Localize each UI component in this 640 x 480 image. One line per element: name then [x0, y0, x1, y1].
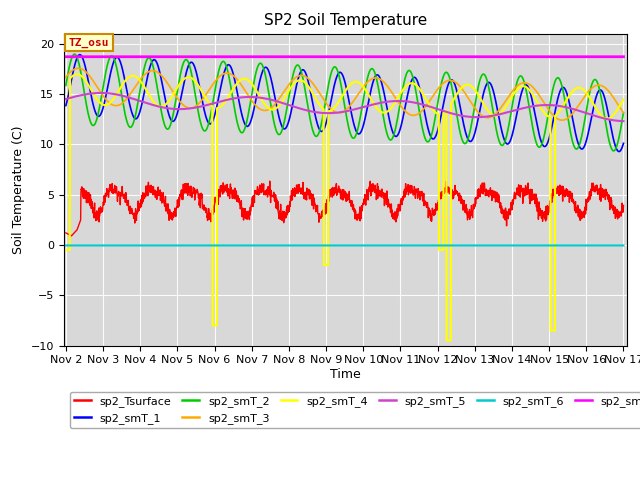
sp2_smT_1 — [333, 72, 341, 78]
sp2_Tsurface — [604, 193, 612, 199]
sp2_smT_4 — [73, 72, 81, 77]
sp2_smT_1 — [76, 52, 84, 58]
sp2_smT_2 — [319, 116, 326, 121]
sp2_smT_6 — [501, 242, 509, 248]
sp2_smT_7 — [604, 54, 611, 60]
sp2_smT_4 — [604, 116, 611, 121]
sp2_Tsurface — [68, 233, 76, 239]
sp2_smT_7 — [501, 54, 509, 60]
sp2_smT_3 — [620, 110, 627, 116]
sp2_smT_5 — [333, 110, 341, 116]
sp2_Tsurface — [620, 203, 627, 208]
sp2_smT_7 — [620, 54, 627, 60]
sp2_smT_4 — [333, 101, 341, 107]
sp2_smT_4 — [502, 104, 509, 110]
sp2_smT_5 — [62, 96, 70, 102]
sp2_smT_6 — [62, 242, 70, 248]
sp2_smT_5 — [97, 90, 105, 96]
Line: sp2_Tsurface: sp2_Tsurface — [66, 181, 623, 236]
sp2_smT_2 — [70, 51, 78, 57]
sp2_smT_1 — [501, 139, 509, 144]
sp2_Tsurface — [604, 192, 611, 198]
sp2_smT_3 — [62, 74, 70, 80]
sp2_smT_3 — [501, 98, 509, 104]
sp2_smT_5 — [319, 110, 326, 116]
X-axis label: Time: Time — [330, 368, 361, 381]
sp2_smT_4 — [91, 93, 99, 98]
sp2_smT_5 — [604, 116, 611, 122]
sp2_smT_2 — [333, 67, 341, 73]
sp2_smT_7 — [62, 54, 70, 60]
sp2_smT_3 — [558, 117, 566, 123]
Line: sp2_smT_3: sp2_smT_3 — [66, 68, 623, 120]
sp2_Tsurface — [91, 200, 99, 206]
sp2_smT_1 — [604, 106, 611, 112]
sp2_smT_7 — [90, 54, 98, 60]
sp2_smT_6 — [318, 242, 326, 248]
sp2_smT_6 — [620, 242, 627, 248]
sp2_Tsurface — [266, 178, 274, 184]
sp2_smT_1 — [620, 141, 627, 146]
sp2_Tsurface — [62, 230, 70, 236]
sp2_smT_3 — [75, 65, 83, 71]
sp2_smT_7 — [333, 54, 341, 60]
sp2_smT_5 — [501, 110, 509, 116]
sp2_smT_4 — [620, 96, 627, 102]
sp2_smT_2 — [91, 121, 99, 127]
sp2_smT_3 — [333, 110, 341, 116]
sp2_Tsurface — [319, 214, 326, 219]
sp2_smT_7 — [318, 54, 326, 60]
sp2_smT_2 — [501, 138, 509, 144]
sp2_smT_5 — [90, 90, 98, 96]
sp2_Tsurface — [333, 188, 341, 193]
sp2_smT_5 — [604, 116, 611, 122]
sp2_smT_4 — [62, 247, 70, 253]
sp2_smT_1 — [91, 107, 99, 113]
sp2_smT_6 — [604, 242, 611, 248]
Title: SP2 Soil Temperature: SP2 Soil Temperature — [264, 13, 428, 28]
sp2_smT_4 — [604, 116, 612, 121]
sp2_smT_5 — [620, 118, 627, 124]
sp2_smT_3 — [319, 95, 326, 101]
Line: sp2_smT_1: sp2_smT_1 — [66, 55, 623, 152]
sp2_smT_2 — [604, 130, 611, 135]
sp2_smT_2 — [620, 110, 627, 116]
sp2_smT_6 — [603, 242, 611, 248]
sp2_smT_3 — [604, 87, 611, 93]
sp2_smT_4 — [319, 105, 326, 111]
sp2_smT_1 — [62, 103, 70, 108]
sp2_smT_1 — [615, 149, 623, 155]
sp2_smT_2 — [604, 131, 611, 137]
sp2_smT_6 — [333, 242, 341, 248]
Line: sp2_smT_4: sp2_smT_4 — [66, 74, 623, 341]
sp2_smT_7 — [603, 54, 611, 60]
Line: sp2_smT_2: sp2_smT_2 — [66, 54, 623, 151]
sp2_smT_4 — [443, 338, 451, 344]
sp2_smT_3 — [91, 80, 99, 86]
sp2_smT_2 — [62, 83, 70, 88]
sp2_Tsurface — [502, 205, 509, 211]
sp2_smT_1 — [319, 128, 326, 134]
Text: TZ_osu: TZ_osu — [69, 37, 109, 48]
sp2_smT_3 — [604, 87, 612, 93]
sp2_smT_6 — [90, 242, 98, 248]
sp2_smT_1 — [604, 108, 611, 113]
Line: sp2_smT_5: sp2_smT_5 — [66, 93, 623, 121]
sp2_smT_2 — [610, 148, 618, 154]
Y-axis label: Soil Temperature (C): Soil Temperature (C) — [12, 125, 26, 254]
Legend: sp2_Tsurface, sp2_smT_1, sp2_smT_2, sp2_smT_3, sp2_smT_4, sp2_smT_5, sp2_smT_6, : sp2_Tsurface, sp2_smT_1, sp2_smT_2, sp2_… — [70, 392, 640, 428]
